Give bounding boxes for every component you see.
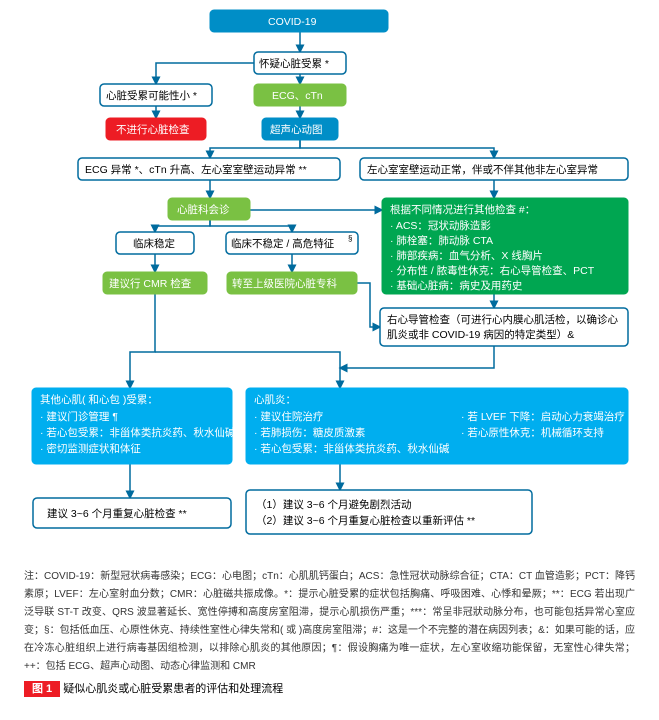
svg-text:· 建议门诊管理 ¶: · 建议门诊管理 ¶ [40, 410, 118, 423]
svg-text:左心室室壁运动正常，伴或不伴其他非左心室异常: 左心室室壁运动正常，伴或不伴其他非左心室异常 [367, 163, 598, 176]
svg-text:· 肺栓塞：肺动脉 CTA: · 肺栓塞：肺动脉 CTA [390, 234, 493, 247]
svg-text:心脏科会诊: 心脏科会诊 [177, 203, 230, 216]
caption-text: 疑似心肌炎或心脏受累患者的评估和处理流程 [63, 683, 283, 695]
svg-text:· 若心原性休克：机械循环支持: · 若心原性休克：机械循环支持 [461, 426, 604, 439]
figure-caption: 图 1 疑似心肌炎或心脏受累患者的评估和处理流程 [0, 680, 659, 706]
svg-text:· 分布性 / 脓毒性休克：右心导管检查、PCT: · 分布性 / 脓毒性休克：右心导管检查、PCT [390, 264, 595, 277]
svg-text:（2）建议 3~6 个月重复心脏检查以重新评估 **: （2）建议 3~6 个月重复心脏检查以重新评估 ** [256, 514, 475, 527]
flowchart: COVID-19 怀疑心脏受累 * 心脏受累可能性小 * 不进行心脏检查 ECG、cTn… [0, 0, 659, 560]
svg-text:· 若肺损伤：糖皮质激素: · 若肺损伤：糖皮质激素 [254, 426, 365, 439]
svg-text:不进行心脏检查: 不进行心脏检查 [116, 123, 190, 136]
svg-text:ECG、cTn: ECG、cTn [272, 90, 323, 102]
svg-text:· ACS：冠状动脉造影: · ACS：冠状动脉造影 [390, 219, 491, 232]
svg-text:· 建议住院治疗: · 建议住院治疗 [254, 410, 324, 423]
svg-text:（1）建议 3~6 个月避免剧烈活动: （1）建议 3~6 个月避免剧烈活动 [256, 498, 412, 511]
svg-text:· 若心包受累：非甾体类抗炎药、秋水仙碱: · 若心包受累：非甾体类抗炎药、秋水仙碱 [40, 426, 236, 439]
svg-text:临床不稳定 / 高危特征: 临床不稳定 / 高危特征 [231, 237, 335, 250]
svg-text:· 基础心脏病：病史及用药史: · 基础心脏病：病史及用药史 [390, 279, 523, 292]
caption-tag: 图 1 [24, 681, 60, 697]
footnote: 注：COVID-19：新型冠状病毒感染；ECG：心电图；cTn：心肌肌钙蛋白；A… [0, 560, 659, 680]
svg-text:超声心动图: 超声心动图 [270, 123, 323, 136]
nodes: COVID-19 怀疑心脏受累 * 心脏受累可能性小 * 不进行心脏检查 ECG、cTn… [32, 10, 628, 534]
svg-text:右心导管检查（可进行心内膜心肌活检，以确诊心: 右心导管检查（可进行心内膜心肌活检，以确诊心 [387, 313, 618, 326]
svg-text:转至上级医院心脏专科: 转至上级医院心脏专科 [232, 277, 337, 290]
svg-text:心脏受累可能性小 *: 心脏受累可能性小 * [106, 89, 197, 102]
svg-text:COVID-19: COVID-19 [268, 16, 317, 28]
svg-text:怀疑心脏受累 *: 怀疑心脏受累 * [259, 57, 329, 70]
svg-text:临床稳定: 临床稳定 [133, 237, 175, 250]
svg-text:· 若心包受累：非甾体类抗炎药、秋水仙碱: · 若心包受累：非甾体类抗炎药、秋水仙碱 [254, 442, 450, 455]
svg-text:建议 3~6 个月重复心脏检查 **: 建议 3~6 个月重复心脏检查 ** [47, 507, 187, 520]
svg-text:肌炎或非 COVID-19 病因的特定类型）&: 肌炎或非 COVID-19 病因的特定类型）& [387, 328, 574, 341]
svg-text:§: § [348, 234, 352, 243]
svg-text:其他心肌( 和心包 )受累：: 其他心肌( 和心包 )受累： [40, 393, 158, 406]
svg-text:· 密切监测症状和体征: · 密切监测症状和体征 [40, 442, 141, 455]
svg-text:· 肺部疾病：血气分析、X 线胸片: · 肺部疾病：血气分析、X 线胸片 [390, 249, 543, 262]
svg-text:· 若 LVEF 下降：启动心力衰竭治疗: · 若 LVEF 下降：启动心力衰竭治疗 [461, 410, 625, 423]
svg-text:ECG 异常 *、cTn 升高、左心室室壁运动异常 **: ECG 异常 *、cTn 升高、左心室室壁运动异常 ** [85, 163, 307, 176]
svg-text:建议行 CMR 检查: 建议行 CMR 检查 [109, 277, 192, 290]
svg-text:心肌炎：: 心肌炎： [254, 394, 296, 406]
svg-text:根据不同情况进行其他检查 #：: 根据不同情况进行其他检查 #： [390, 203, 535, 216]
